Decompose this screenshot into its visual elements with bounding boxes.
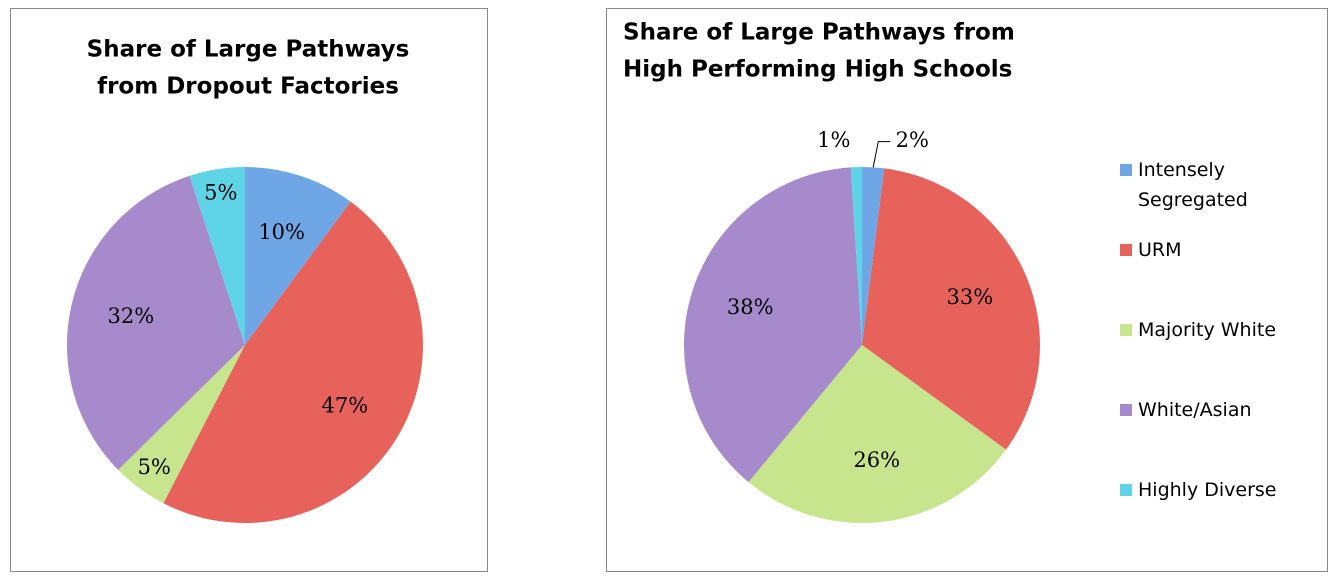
legend-entry: URM bbox=[1120, 235, 1308, 265]
pie-slice bbox=[118, 345, 245, 504]
pie-slice bbox=[67, 175, 246, 470]
pie-slice bbox=[163, 201, 424, 523]
value-label: 33% bbox=[946, 285, 993, 309]
legend-entry: White/Asian bbox=[1120, 395, 1308, 425]
pie-slice bbox=[862, 168, 1040, 450]
pie-slice bbox=[684, 167, 862, 483]
value-label: 47% bbox=[321, 393, 368, 417]
pie-slice bbox=[245, 167, 351, 345]
chart-title: from Dropout Factories bbox=[97, 74, 399, 100]
value-label: 5% bbox=[204, 180, 237, 204]
value-label: 38% bbox=[727, 295, 774, 319]
chart-title: Share of Large Pathways bbox=[87, 37, 410, 63]
legend-label: Highly Diverse bbox=[1138, 479, 1277, 501]
chart-title: Share of Large Pathways from bbox=[623, 20, 1015, 46]
legend-entry: Intensely Segregated bbox=[1120, 155, 1308, 215]
legend-label: Majority White bbox=[1138, 319, 1277, 341]
pie-slice bbox=[748, 345, 1007, 523]
legend-label: White/Asian bbox=[1138, 399, 1252, 421]
pie-slice bbox=[862, 167, 885, 345]
legend-swatch bbox=[1120, 324, 1132, 336]
value-label: 1% bbox=[817, 128, 850, 152]
value-label: 2% bbox=[896, 128, 929, 152]
legend-entry: Highly Diverse bbox=[1120, 475, 1308, 505]
legend-swatch bbox=[1120, 244, 1132, 256]
legend-swatch bbox=[1120, 404, 1132, 416]
legend-entry: Majority White bbox=[1120, 315, 1308, 345]
value-label: 5% bbox=[138, 455, 171, 479]
legend-swatch bbox=[1120, 484, 1132, 496]
legend-label: Intensely Segregated bbox=[1138, 159, 1248, 211]
legend-label: URM bbox=[1138, 239, 1182, 261]
value-label: 32% bbox=[107, 304, 154, 328]
value-label: 26% bbox=[853, 448, 900, 472]
legend-swatch bbox=[1120, 164, 1132, 176]
chart-title: High Performing High Schools bbox=[623, 57, 1012, 83]
pie-slice bbox=[189, 167, 245, 345]
pie-slice bbox=[850, 167, 862, 345]
value-label: 10% bbox=[258, 220, 305, 244]
leader-line bbox=[872, 141, 891, 168]
